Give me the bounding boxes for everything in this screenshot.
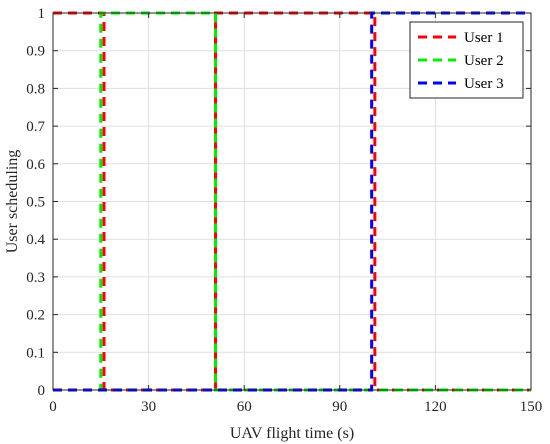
y-tick-label: 0.7 xyxy=(26,119,45,135)
y-tick-label: 0.8 xyxy=(26,81,45,97)
legend: User 1 User 2 User 3 xyxy=(409,21,524,99)
x-tick-label: 120 xyxy=(424,399,447,415)
tick-marks xyxy=(52,12,532,391)
y-tick-label: 0.5 xyxy=(26,195,45,211)
grid xyxy=(52,12,532,391)
legend-label-user-3: User 3 xyxy=(464,76,504,92)
y-tick-label: 1 xyxy=(38,6,46,22)
x-tick-labels: 0 30 60 90 120 150 xyxy=(49,399,542,415)
x-axis-title: UAV flight time (s) xyxy=(230,425,354,442)
legend-items: User 1 User 2 User 3 xyxy=(418,30,504,92)
y-tick-label: 0 xyxy=(38,383,46,399)
x-tick-label: 30 xyxy=(141,399,156,415)
x-tick-label: 90 xyxy=(332,399,347,415)
y-tick-label: 0.3 xyxy=(26,270,45,286)
legend-box xyxy=(409,21,524,99)
x-tick-label: 60 xyxy=(237,399,252,415)
legend-label-user-1: User 1 xyxy=(464,30,504,46)
y-tick-label: 0.9 xyxy=(26,44,45,60)
y-tick-label: 0.6 xyxy=(26,157,45,173)
y-tick-labels: 0 0.1 0.2 0.3 0.4 0.5 0.6 0.7 0.8 0.9 1 xyxy=(26,6,45,399)
x-tick-label: 150 xyxy=(520,399,543,415)
y-tick-label: 0.1 xyxy=(26,345,45,361)
y-axis-title: User scheduling xyxy=(4,150,21,254)
legend-label-user-2: User 2 xyxy=(464,53,504,69)
y-tick-label: 0.2 xyxy=(26,308,45,324)
x-tick-label: 0 xyxy=(49,399,57,415)
y-tick-label: 0.4 xyxy=(26,232,45,248)
